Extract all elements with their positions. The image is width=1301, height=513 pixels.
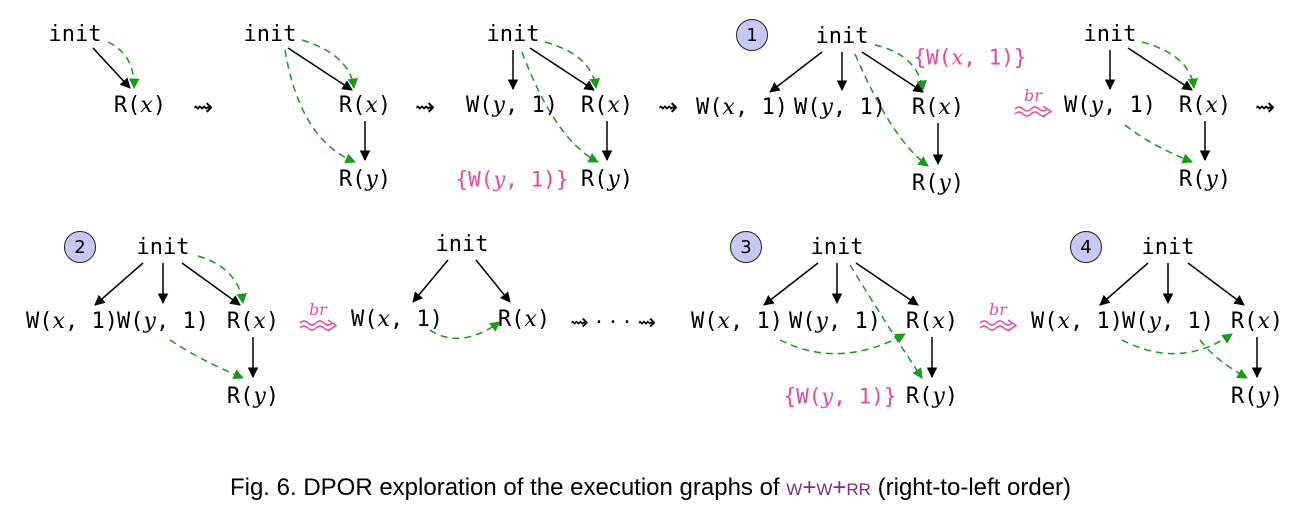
node-init: init	[435, 232, 489, 257]
node-read-y: R(y)	[1178, 167, 1232, 192]
node-read-y: R(y)	[905, 384, 959, 409]
caption-suffix: (right-to-left order)	[870, 474, 1072, 501]
node-write-y-1: W(y, 1)	[466, 93, 558, 118]
node-read-y: R(y)	[1230, 384, 1284, 409]
node-init: init	[486, 22, 540, 47]
rf-edge	[544, 41, 601, 90]
node-write-x-1: W(x, 1)	[1031, 309, 1123, 334]
squiggle-icon	[979, 319, 1018, 332]
node-write-y-1: W(y, 1)	[794, 95, 886, 120]
node-init: init	[243, 22, 297, 47]
po-edge	[475, 259, 511, 303]
step-arrow-icon: ⇝	[192, 93, 214, 121]
revisit-set-annotation: {W(y, 1)}	[455, 167, 569, 192]
node-init: init	[1083, 22, 1137, 47]
rf-edge	[1124, 124, 1193, 164]
po-edge	[861, 51, 924, 93]
revisit-set-annotation: {W(x, 1)}	[913, 45, 1027, 70]
rf-edge	[854, 53, 929, 167]
node-read-y: R(y)	[338, 167, 392, 192]
node-read-x: R(x)	[1230, 309, 1284, 334]
backward-revisit-arrow: br	[978, 300, 1018, 336]
rf-edge	[284, 49, 356, 164]
figure-caption: Fig. 6. DPOR exploration of the executio…	[0, 474, 1301, 502]
node-read-x: R(x)	[497, 307, 551, 332]
ellipsis-steps: ⇝ · · · ⇝	[570, 310, 656, 336]
caption-prefix: Fig. 6. DPOR exploration of the executio…	[229, 474, 787, 501]
step-badge: 4	[1070, 231, 1102, 263]
rf-edge	[1199, 339, 1248, 379]
node-read-x: R(x)	[226, 309, 280, 334]
node-read-x: R(x)	[905, 309, 959, 334]
node-write-y-1: W(y, 1)	[1122, 309, 1214, 334]
rf-edge	[874, 44, 927, 92]
po-edge	[529, 47, 595, 91]
step-badge: 1	[736, 19, 768, 51]
po-edge	[287, 47, 353, 91]
node-read-x: R(x)	[113, 93, 167, 118]
node-init: init	[136, 235, 190, 260]
node-init: init	[1141, 235, 1195, 260]
node-init: init	[48, 22, 102, 47]
po-edge	[94, 262, 144, 306]
po-edge	[1187, 262, 1245, 306]
rf-edge	[849, 264, 923, 379]
node-read-y: R(y)	[911, 171, 965, 196]
node-read-y: R(y)	[580, 167, 634, 192]
node-read-x: R(x)	[1178, 93, 1232, 118]
step-arrow-icon: ⇝	[657, 93, 679, 121]
caption-program: w+w+rr	[786, 474, 871, 501]
node-write-x-1: W(x, 1)	[691, 309, 783, 334]
step-badge: 3	[730, 231, 762, 263]
node-read-x: R(x)	[338, 93, 392, 118]
po-edge	[412, 259, 449, 303]
node-read-x: R(x)	[911, 95, 965, 120]
po-edge	[1127, 47, 1193, 91]
step-arrow-icon: ⇝	[414, 93, 436, 121]
node-init: init	[810, 235, 864, 260]
node-write-x-1: W(x, 1)	[351, 307, 443, 332]
squiggle-icon	[299, 319, 338, 332]
rf-edge	[197, 255, 247, 305]
step-arrow-icon: ⇝	[1254, 93, 1276, 121]
backward-revisit-arrow: br	[298, 300, 338, 336]
step-badge: 2	[64, 231, 96, 263]
rf-edge	[301, 39, 359, 90]
po-edge	[1099, 262, 1149, 306]
node-read-y: R(y)	[226, 384, 280, 409]
node-write-x-1: W(x, 1)	[696, 95, 788, 120]
rf-edge	[1121, 333, 1233, 355]
po-edge	[92, 47, 131, 89]
rf-edge	[521, 51, 599, 163]
node-write-y-1: W(y, 1)	[1064, 93, 1156, 118]
node-init: init	[815, 24, 869, 49]
po-edge	[763, 262, 819, 306]
rf-edge	[107, 41, 140, 90]
po-edge	[769, 51, 823, 93]
node-write-y-1: W(y, 1)	[789, 309, 881, 334]
po-edge	[181, 262, 241, 306]
rf-edge	[429, 321, 501, 340]
br-label: br	[309, 300, 327, 319]
revisit-set-annotation: {W(y, 1)}	[783, 384, 897, 409]
rf-edge	[169, 339, 244, 380]
br-label: br	[989, 300, 1007, 319]
squiggle-icon	[1014, 105, 1053, 118]
rf-edge	[1141, 41, 1199, 90]
node-write-y-1: W(y, 1)	[117, 309, 209, 334]
node-read-x: R(x)	[580, 93, 634, 118]
backward-revisit-arrow: br	[1013, 86, 1053, 122]
br-label: br	[1024, 86, 1042, 105]
po-edge	[855, 262, 919, 306]
rf-edge	[779, 333, 906, 355]
node-write-x-1: W(x, 1)	[26, 309, 118, 334]
